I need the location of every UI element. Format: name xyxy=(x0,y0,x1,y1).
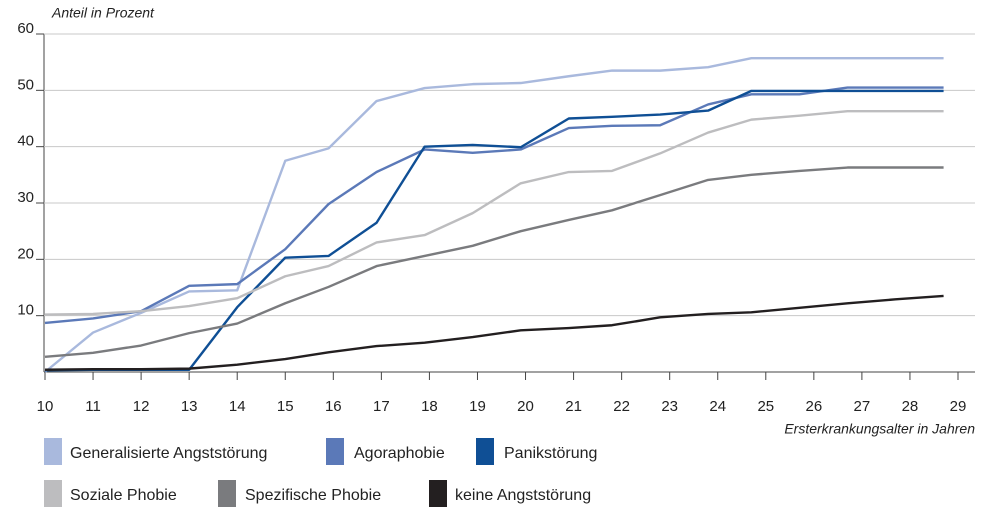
y-tick-label: 50 xyxy=(17,76,34,93)
legend-swatch xyxy=(218,480,236,507)
x-tick-label: 21 xyxy=(565,398,582,415)
series-line xyxy=(44,89,944,372)
series-line xyxy=(44,294,944,371)
x-tick-label: 23 xyxy=(661,398,678,415)
legend-label: keine Angststörung xyxy=(455,487,591,504)
legend-swatch xyxy=(326,438,344,465)
series-line xyxy=(44,109,944,316)
x-tick-label: 26 xyxy=(805,398,822,415)
x-tick-label: 20 xyxy=(517,398,534,415)
x-tick-label: 25 xyxy=(757,398,774,415)
x-tick-label: 11 xyxy=(85,398,101,415)
legend-label: Agoraphobie xyxy=(354,445,445,462)
x-tick-label: 14 xyxy=(229,398,246,415)
legend-label: Generalisierte Angststörung xyxy=(70,445,267,462)
x-tick-label: 13 xyxy=(181,398,198,415)
x-tick-label: 19 xyxy=(469,398,486,415)
legend-swatch xyxy=(476,438,494,465)
series-line xyxy=(44,57,944,373)
legend-label: Spezifische Phobie xyxy=(245,487,381,504)
y-axis-label: Anteil in Prozent xyxy=(51,5,155,21)
x-tick-label: 24 xyxy=(709,398,726,415)
y-tick-label: 30 xyxy=(17,189,34,206)
x-tick-label: 22 xyxy=(613,398,630,415)
x-tick-label: 10 xyxy=(37,398,54,415)
x-tick-label: 28 xyxy=(902,398,919,415)
y-tick-label: 20 xyxy=(17,245,34,262)
x-tick-label: 12 xyxy=(133,398,150,415)
legend-label: Panikstörung xyxy=(504,445,597,462)
x-tick-label: 15 xyxy=(277,398,294,415)
series-line xyxy=(44,86,944,325)
x-tick-label: 17 xyxy=(373,398,390,415)
legend-label: Soziale Phobie xyxy=(70,487,177,504)
legend-swatch xyxy=(44,480,62,507)
legend-swatch xyxy=(429,480,447,507)
series-line xyxy=(44,166,944,358)
y-tick-label: 10 xyxy=(17,302,34,319)
x-tick-label: 27 xyxy=(854,398,871,415)
legend-swatch xyxy=(44,438,62,465)
y-tick-label: 40 xyxy=(17,133,34,150)
x-axis-label: Ersterkrankungsalter in Jahren xyxy=(784,421,975,437)
x-tick-label: 18 xyxy=(421,398,438,415)
x-tick-label: 29 xyxy=(950,398,967,415)
x-tick-label: 16 xyxy=(325,398,342,415)
y-tick-label: 60 xyxy=(17,20,34,37)
